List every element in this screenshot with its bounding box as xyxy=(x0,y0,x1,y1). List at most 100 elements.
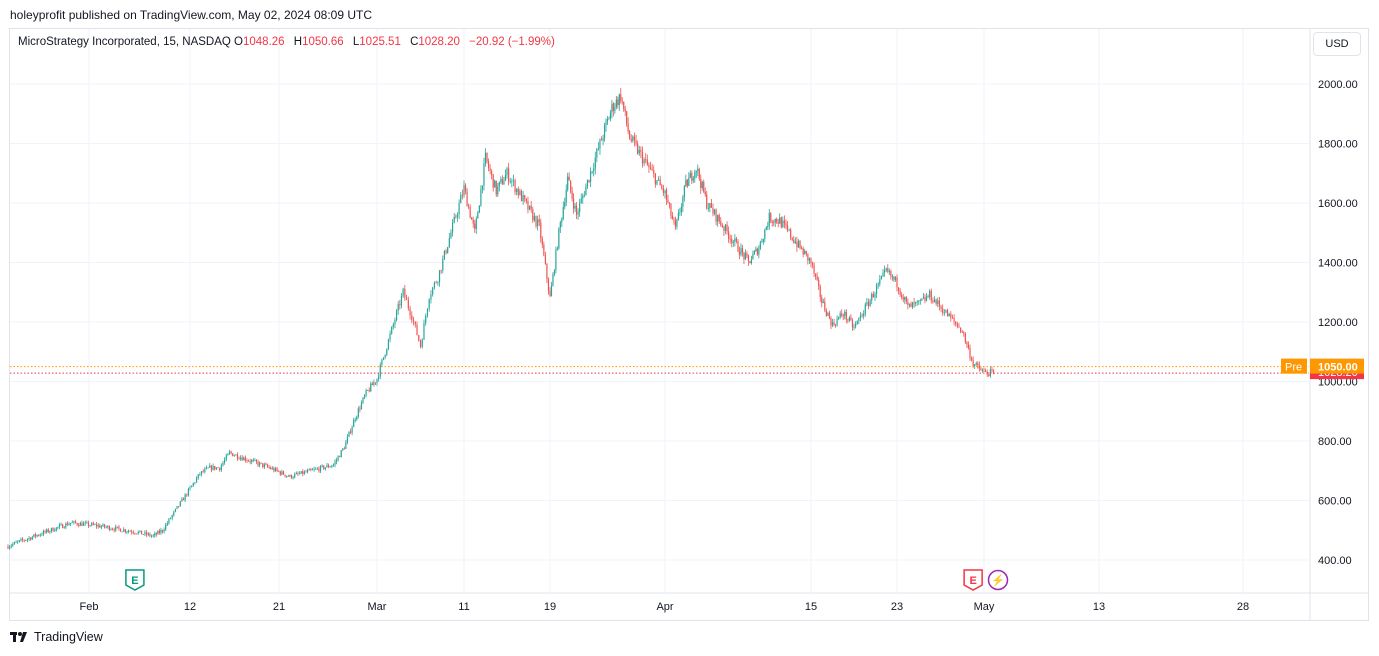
candle-body xyxy=(399,304,401,306)
currency-button[interactable]: USD xyxy=(1313,32,1361,56)
candle-body xyxy=(419,340,422,347)
candle-body xyxy=(92,523,94,525)
candle-body xyxy=(882,272,884,277)
time-axis: Feb 12 21 Mar 11 19 Apr 15 23 May 13 28 xyxy=(80,601,1250,613)
candle-body xyxy=(191,485,193,488)
candle-body xyxy=(617,99,619,106)
candle-body xyxy=(486,152,488,162)
candle-body xyxy=(861,315,863,317)
candle-body xyxy=(328,465,330,468)
candle-body xyxy=(468,206,470,208)
candle-body xyxy=(516,188,518,192)
candle-body xyxy=(922,297,925,299)
candle-body xyxy=(266,464,269,467)
candle-body xyxy=(553,270,556,275)
candle-body xyxy=(677,213,680,220)
candle-body xyxy=(850,317,852,321)
candle-body xyxy=(458,203,460,215)
candle-body xyxy=(100,526,102,528)
candle-body xyxy=(668,202,671,205)
candle-body xyxy=(389,333,391,340)
candle-body xyxy=(935,299,937,304)
candle-body xyxy=(559,222,561,228)
candle-body xyxy=(500,179,502,182)
candle-body xyxy=(704,191,706,195)
candle-body xyxy=(921,298,923,301)
candle-body xyxy=(257,461,259,466)
candle-body xyxy=(632,136,634,141)
candle-body xyxy=(514,180,516,192)
dividend-marker-icon[interactable] xyxy=(987,569,1009,591)
candle-body xyxy=(438,270,441,283)
candle-body xyxy=(276,468,278,471)
candle-body xyxy=(759,242,761,249)
candle-body xyxy=(776,218,778,223)
candle-body xyxy=(927,296,929,298)
candle-body xyxy=(822,301,824,303)
candle-body xyxy=(116,526,118,528)
candle-body xyxy=(750,259,753,264)
candle-body xyxy=(818,280,820,286)
candle-body xyxy=(896,277,898,288)
earnings-marker-icon[interactable] xyxy=(963,569,983,591)
earnings-marker-icon[interactable] xyxy=(125,569,145,591)
candle-body xyxy=(556,248,558,250)
time-tick-label: May xyxy=(974,601,995,613)
candle-body xyxy=(901,294,903,298)
candle-body xyxy=(756,248,758,255)
candle-body xyxy=(487,161,490,169)
candle-body xyxy=(504,175,507,181)
candle-body xyxy=(771,221,773,223)
change-value: −20.92 (−1.99%) xyxy=(469,36,555,48)
candle-body xyxy=(915,302,917,304)
candle-body xyxy=(527,201,529,210)
candle-body xyxy=(357,408,359,417)
candle-body xyxy=(118,526,120,529)
candle-body xyxy=(802,248,804,255)
candle-body xyxy=(94,524,96,526)
candle-body xyxy=(263,464,265,467)
candle-body xyxy=(222,462,224,466)
candle-body xyxy=(707,208,709,209)
candle-body xyxy=(659,179,661,186)
candle-body xyxy=(169,518,172,520)
candle-body xyxy=(797,240,800,248)
candle-body xyxy=(139,530,141,532)
close-label: C xyxy=(410,36,419,48)
pre-price-badge xyxy=(1310,358,1364,374)
candle-body xyxy=(281,471,283,475)
candle-body xyxy=(640,149,642,152)
chart-grid xyxy=(10,29,1368,620)
candle-body xyxy=(197,474,199,479)
candle-body xyxy=(386,349,388,355)
candle-body xyxy=(157,530,159,535)
candle-body xyxy=(316,468,318,470)
candle-body xyxy=(633,136,636,141)
pre-price-text: 1050.00 xyxy=(1318,362,1358,374)
candle-body xyxy=(478,205,480,213)
price-tick-label: 600.00 xyxy=(1318,496,1352,508)
candle-body xyxy=(879,279,881,284)
candle-body xyxy=(638,149,640,154)
candle-body xyxy=(942,308,944,314)
candle-body xyxy=(911,302,914,308)
candle-body xyxy=(374,382,377,384)
candle-body xyxy=(495,180,497,195)
candle-body xyxy=(981,370,984,372)
candle-body xyxy=(908,303,911,305)
candle-body xyxy=(848,317,850,321)
candle-body xyxy=(511,181,513,182)
time-tick-label: 11 xyxy=(458,601,469,613)
candle-body xyxy=(432,287,434,295)
candle-body xyxy=(919,300,921,302)
candle-body xyxy=(532,209,534,221)
candle-body xyxy=(240,457,242,459)
candle-body xyxy=(31,536,33,540)
candle-body xyxy=(648,164,650,168)
candle-body xyxy=(142,534,144,535)
chart-frame xyxy=(9,28,1369,621)
candle-body xyxy=(680,206,682,213)
candle-body xyxy=(907,301,909,305)
candle-body xyxy=(111,529,114,531)
